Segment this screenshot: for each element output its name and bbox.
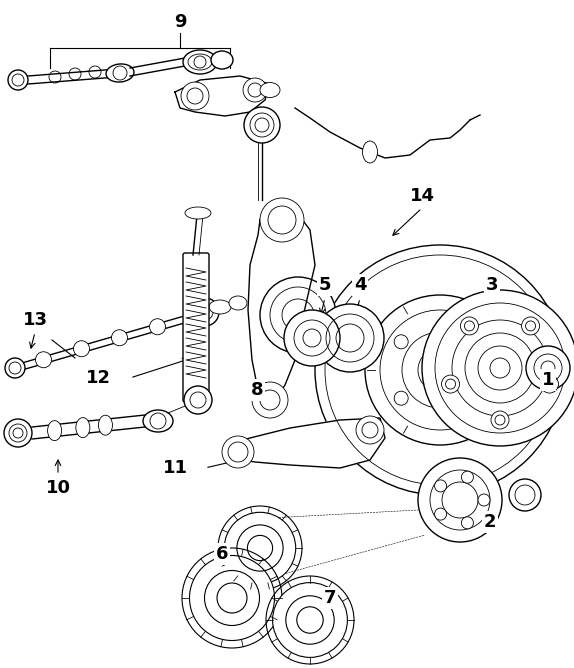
Circle shape bbox=[8, 70, 28, 90]
Circle shape bbox=[435, 480, 447, 492]
Circle shape bbox=[481, 363, 495, 377]
Circle shape bbox=[461, 517, 474, 529]
Circle shape bbox=[491, 411, 509, 429]
Text: 2: 2 bbox=[484, 513, 497, 531]
Text: 9: 9 bbox=[173, 13, 187, 31]
Ellipse shape bbox=[76, 418, 90, 438]
Text: 5: 5 bbox=[319, 276, 331, 294]
Circle shape bbox=[181, 82, 209, 110]
Circle shape bbox=[448, 317, 462, 331]
Polygon shape bbox=[225, 418, 385, 468]
Circle shape bbox=[149, 319, 165, 335]
Circle shape bbox=[73, 341, 90, 357]
Text: 14: 14 bbox=[409, 187, 435, 205]
Circle shape bbox=[244, 107, 280, 143]
Text: 5: 5 bbox=[319, 276, 331, 294]
Circle shape bbox=[260, 277, 336, 353]
Circle shape bbox=[260, 198, 304, 242]
Text: 8: 8 bbox=[251, 381, 263, 399]
Text: 1: 1 bbox=[542, 371, 554, 389]
Circle shape bbox=[394, 335, 408, 349]
Circle shape bbox=[184, 386, 212, 414]
Circle shape bbox=[250, 113, 274, 137]
Text: 13: 13 bbox=[22, 311, 48, 329]
Text: 3: 3 bbox=[485, 275, 499, 295]
Ellipse shape bbox=[143, 410, 173, 432]
Ellipse shape bbox=[211, 51, 233, 69]
Text: 7: 7 bbox=[324, 589, 336, 607]
Text: 14: 14 bbox=[409, 187, 435, 205]
Text: 8: 8 bbox=[251, 381, 263, 399]
Ellipse shape bbox=[185, 207, 211, 219]
Ellipse shape bbox=[48, 421, 61, 441]
Text: 12: 12 bbox=[86, 369, 111, 387]
Circle shape bbox=[284, 310, 340, 366]
Text: 1: 1 bbox=[541, 371, 555, 389]
Circle shape bbox=[461, 471, 474, 483]
Circle shape bbox=[418, 458, 502, 542]
Circle shape bbox=[478, 494, 490, 506]
Circle shape bbox=[435, 508, 447, 520]
Circle shape bbox=[243, 78, 267, 102]
Circle shape bbox=[522, 317, 540, 335]
Ellipse shape bbox=[99, 415, 113, 435]
Ellipse shape bbox=[209, 300, 231, 314]
Circle shape bbox=[189, 556, 274, 641]
Ellipse shape bbox=[260, 83, 280, 98]
Text: 6: 6 bbox=[216, 545, 228, 563]
Text: 12: 12 bbox=[87, 369, 110, 387]
Text: 10: 10 bbox=[45, 479, 71, 497]
Circle shape bbox=[111, 330, 127, 346]
Text: 3: 3 bbox=[486, 276, 498, 294]
Ellipse shape bbox=[363, 141, 378, 163]
Circle shape bbox=[5, 358, 25, 378]
Circle shape bbox=[222, 436, 254, 468]
Circle shape bbox=[509, 479, 541, 511]
Ellipse shape bbox=[183, 50, 217, 74]
Ellipse shape bbox=[106, 64, 134, 82]
FancyBboxPatch shape bbox=[183, 253, 209, 402]
Text: 11: 11 bbox=[164, 459, 187, 477]
Text: 6: 6 bbox=[216, 545, 228, 563]
Circle shape bbox=[526, 346, 570, 390]
Circle shape bbox=[273, 582, 347, 657]
Circle shape bbox=[541, 375, 559, 393]
Circle shape bbox=[224, 512, 296, 584]
Text: 7: 7 bbox=[324, 589, 336, 607]
Circle shape bbox=[315, 245, 565, 495]
Circle shape bbox=[36, 352, 52, 368]
Circle shape bbox=[4, 419, 32, 447]
Circle shape bbox=[448, 409, 462, 423]
Text: 2: 2 bbox=[484, 513, 497, 531]
Polygon shape bbox=[175, 76, 270, 116]
Circle shape bbox=[422, 290, 574, 446]
Circle shape bbox=[356, 416, 384, 444]
Circle shape bbox=[394, 391, 408, 405]
Text: 10: 10 bbox=[45, 479, 71, 497]
Circle shape bbox=[191, 298, 219, 326]
Circle shape bbox=[316, 304, 384, 372]
Text: 13: 13 bbox=[22, 311, 48, 329]
Ellipse shape bbox=[229, 296, 247, 310]
Circle shape bbox=[252, 382, 288, 418]
Text: 4: 4 bbox=[354, 276, 366, 294]
Text: 11: 11 bbox=[162, 459, 188, 477]
Circle shape bbox=[441, 375, 460, 393]
Polygon shape bbox=[248, 205, 315, 405]
Text: 9: 9 bbox=[174, 13, 186, 31]
Circle shape bbox=[460, 317, 479, 335]
Text: 4: 4 bbox=[354, 276, 366, 294]
